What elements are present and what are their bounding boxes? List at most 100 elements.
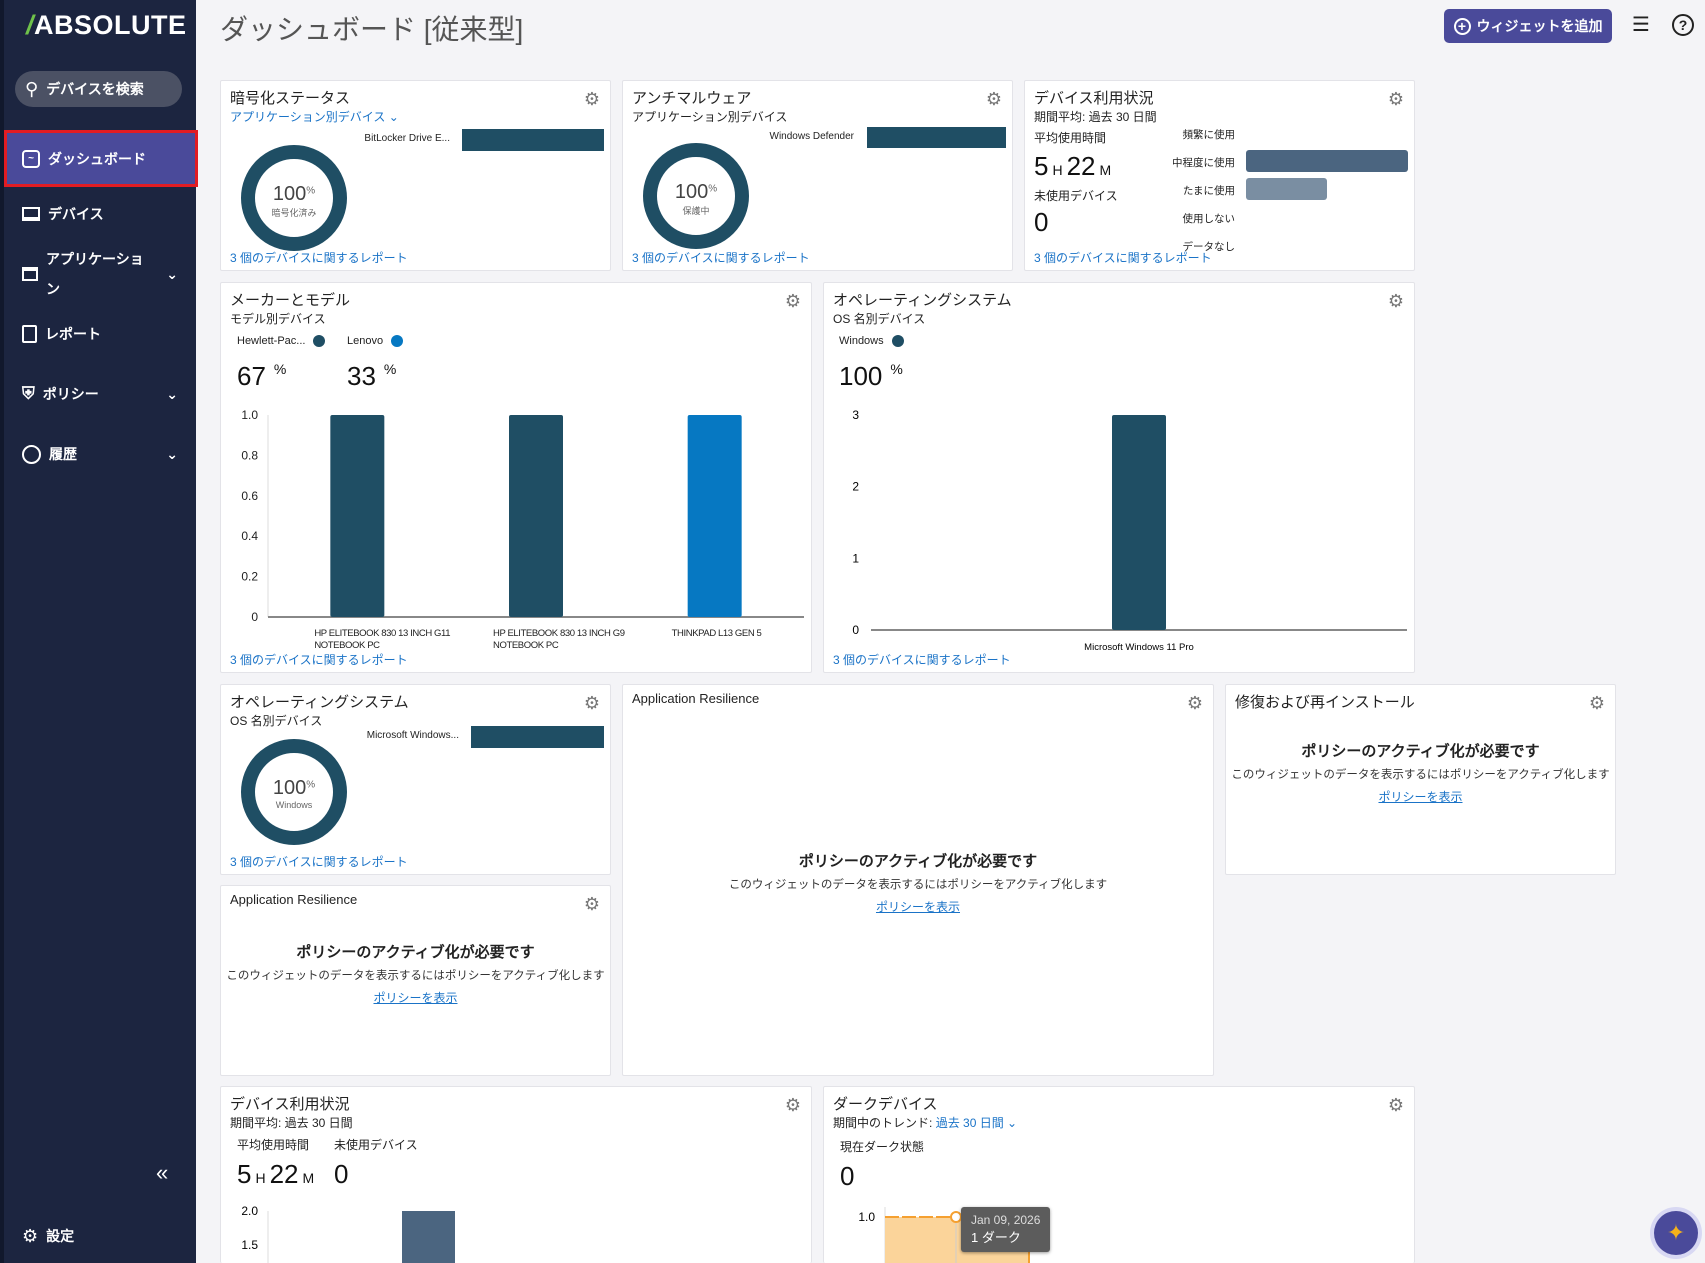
trend-label: 期間中のトレンド: — [833, 1116, 933, 1130]
absolute-logo[interactable]: /ABSOLUTE — [26, 10, 187, 40]
widget-title: Application Resilience — [632, 691, 760, 706]
legend-dot — [313, 335, 326, 348]
view-policy-link[interactable]: ポリシーを表示 — [1378, 790, 1463, 805]
double-chevron-left-icon[interactable]: « — [156, 1160, 169, 1185]
chart-tooltip: Jan 09, 2026 1 ダーク — [961, 1207, 1051, 1252]
widget-title: デバイス利用状況 — [230, 1096, 350, 1113]
gear-icon[interactable]: ⚙ — [1588, 693, 1605, 713]
donut-value: 100 — [674, 181, 709, 203]
sidebar-item-applications[interactable]: アプリケーション ⌄ — [4, 246, 196, 302]
sidebar-item-settings[interactable]: ⚙ 設定 — [4, 1224, 196, 1248]
y-tick-label: 3 — [852, 408, 859, 422]
bar[interactable] — [462, 129, 604, 151]
message-text: このウィジェットのデータを表示するにはポリシーをアクティブ化します — [728, 879, 1108, 891]
report-link[interactable]: 3 個のデバイスに関するレポート — [632, 251, 810, 265]
app-resilience-widget-small: Application Resilience ⚙ ポリシーのアクティブ化が必要で… — [220, 885, 611, 1076]
laptop-icon — [22, 207, 40, 221]
chart-bar[interactable] — [687, 415, 742, 617]
bar[interactable] — [867, 127, 1006, 148]
sidebar: /ABSOLUTE ⚲ デバイスを検索 ~ ダッシュボード デバイス アプリケー… — [0, 0, 198, 1263]
report-link[interactable]: 3 個のデバイスに関するレポート — [833, 653, 1011, 667]
os-bar-chart: 0 1 2 3 Microsoft Windows 11 Pro — [852, 408, 1407, 653]
chart-bar[interactable] — [509, 415, 563, 617]
report-link[interactable]: 3 個のデバイスに関するレポート — [230, 251, 408, 265]
gear-icon[interactable]: ⚙ — [583, 89, 600, 109]
x-category-label: HP ELITEBOOK 830 13 INCH G11 — [314, 628, 450, 639]
widget-subtitle: 期間平均: 過去 30 日間 — [1034, 110, 1157, 124]
widget-subtitle: モデル別デバイス — [230, 312, 326, 326]
report-link[interactable]: 3 個のデバイスに関するレポート — [230, 653, 408, 667]
trend-period-dropdown[interactable]: 過去 30 日間 ⌄ — [935, 1116, 1018, 1130]
legend-item-hp[interactable]: Hewlett-Pac... — [237, 335, 326, 348]
avg-usage-label: 平均使用時間 — [1034, 131, 1107, 145]
layers-icon[interactable]: ☰ — [1632, 14, 1650, 36]
usage-bar[interactable] — [402, 1211, 455, 1263]
gear-icon[interactable]: ⚙ — [784, 291, 801, 311]
gear-icon[interactable]: ⚙ — [1387, 1095, 1404, 1115]
sidebar-item-reports[interactable]: レポート — [4, 322, 196, 346]
device-usage-widget-2: デバイス利用状況 ⚙ 期間平均: 過去 30 日間 平均使用時間 未使用デバイス… — [220, 1086, 812, 1263]
help-icon[interactable]: ? — [1672, 14, 1694, 36]
legend-item-lenovo[interactable]: Lenovo — [347, 335, 404, 348]
document-icon — [22, 325, 37, 343]
y-tick-label: 0.2 — [241, 570, 258, 584]
gear-icon[interactable]: ⚙ — [1387, 291, 1404, 311]
message-heading: ポリシーのアクティブ化が必要です — [798, 853, 1038, 870]
tooltip-date: Jan 09, 2026 — [971, 1213, 1041, 1227]
chart-bar[interactable] — [330, 415, 385, 617]
bar-label: BitLocker Drive E... — [364, 133, 450, 144]
usage-bar-chart-2: 2.0 1.5 — [241, 1204, 455, 1263]
usage-bar[interactable] — [1246, 178, 1327, 200]
donut-label: Windows — [275, 800, 313, 810]
widget-title: メーカーとモデル — [230, 292, 351, 309]
report-link[interactable]: 3 個のデバイスに関するレポート — [1034, 251, 1212, 265]
view-policy-link[interactable]: ポリシーを表示 — [875, 900, 960, 915]
repair-reinstall-widget: 修復および再インストール ⚙ ポリシーのアクティブ化が必要です このウィジェット… — [1225, 684, 1616, 875]
chart-bar[interactable] — [1112, 415, 1166, 630]
y-tick-label: 2 — [852, 480, 859, 494]
sidebar-item-policies[interactable]: ⛨ ポリシー ⌄ — [4, 382, 196, 406]
gear-icon[interactable]: ⚙ — [583, 894, 600, 914]
policy-required-message: ポリシーのアクティブ化が必要です このウィジェットのデータを表示するにはポリシー… — [623, 850, 1213, 916]
usage-bar[interactable] — [1246, 150, 1408, 172]
gear-icon[interactable]: ⚙ — [985, 89, 1002, 109]
y-tick-label: 0 — [852, 623, 859, 637]
bar-category-label: 頻繁に使用 — [1182, 129, 1236, 141]
add-widget-button[interactable]: + ウィジェットを追加 — [1444, 9, 1612, 43]
sidebar-item-devices[interactable]: デバイス — [4, 202, 196, 226]
x-category-label: NOTEBOOK PC — [493, 640, 559, 651]
report-link[interactable]: 3 個のデバイスに関するレポート — [230, 855, 408, 869]
sidebar-item-label: 履歴 — [49, 446, 77, 462]
legend-dot — [391, 335, 404, 348]
gear-icon[interactable]: ⚙ — [1186, 693, 1203, 713]
trend-row: 期間中のトレンド: 過去 30 日間 ⌄ — [833, 1114, 1017, 1131]
current-dark-value: 0 — [840, 1161, 855, 1191]
ai-assistant-button[interactable]: ✦ — [1654, 1211, 1698, 1255]
sidebar-item-label: アプリケーション — [46, 251, 144, 297]
legend-item-windows[interactable]: Windows — [839, 335, 904, 348]
donut-unit: % — [306, 779, 316, 791]
dashboard-icon: ~ — [22, 149, 40, 168]
bar-category-label: 使用しない — [1182, 213, 1236, 225]
donut-unit: % — [708, 183, 718, 195]
widget-title: 暗号化ステータス — [230, 90, 351, 107]
data-point — [950, 1211, 962, 1223]
widget-title: デバイス利用状況 — [1034, 90, 1154, 107]
view-policy-link[interactable]: ポリシーを表示 — [373, 991, 458, 1006]
group-by-dropdown[interactable]: アプリケーション別デバイス ⌄ — [230, 110, 399, 124]
gear-icon[interactable]: ⚙ — [1387, 89, 1404, 109]
window-icon — [22, 267, 38, 281]
gear-icon[interactable]: ⚙ — [784, 1095, 801, 1115]
device-search-button[interactable]: ⚲ デバイスを検索 — [15, 71, 182, 107]
bar[interactable] — [471, 726, 604, 748]
widget-title: アンチマルウェア — [632, 90, 752, 107]
percent-hp: 67% — [237, 361, 287, 391]
unused-devices-value: 0 — [334, 1159, 349, 1189]
gear-icon[interactable]: ⚙ — [583, 693, 600, 713]
tooltip-value: 1 ダーク — [971, 1229, 1021, 1245]
sidebar-item-label: ダッシュボード — [48, 150, 146, 167]
sidebar-item-dashboard[interactable]: ~ ダッシュボード — [4, 130, 198, 187]
sidebar-item-history[interactable]: 履歴 ⌄ — [4, 442, 196, 466]
x-category-label: NOTEBOOK PC — [314, 640, 380, 651]
widget-subtitle: 期間平均: 過去 30 日間 — [230, 1116, 353, 1130]
